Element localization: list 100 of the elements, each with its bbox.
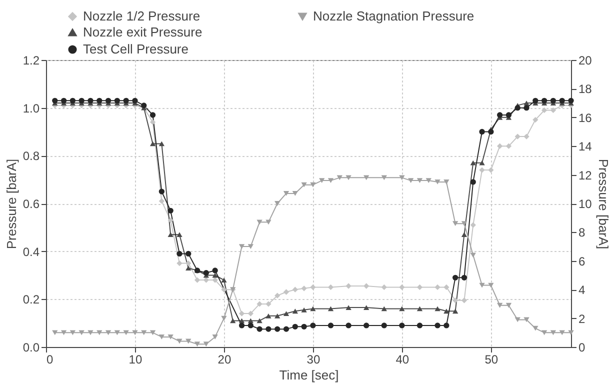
point xyxy=(310,182,316,188)
point xyxy=(452,298,458,304)
point xyxy=(328,306,334,312)
point xyxy=(444,180,450,184)
point xyxy=(399,175,405,180)
point xyxy=(541,107,548,114)
point xyxy=(550,330,556,336)
point xyxy=(256,326,262,332)
y2-tick-label: 0 xyxy=(578,340,586,354)
point xyxy=(283,311,290,316)
point xyxy=(176,338,182,344)
point xyxy=(238,322,245,328)
point xyxy=(105,98,112,104)
point xyxy=(274,292,280,298)
point xyxy=(506,112,512,118)
point xyxy=(488,282,494,288)
point xyxy=(292,324,298,330)
point xyxy=(266,301,272,307)
y-tick-label: 0.8 xyxy=(22,149,40,164)
point xyxy=(158,141,165,146)
legend-label: Nozzle 1/2 Pressure xyxy=(83,8,200,24)
point xyxy=(78,98,84,104)
point xyxy=(266,326,272,332)
legend-label: Nozzle exit Pressure xyxy=(83,24,202,40)
point xyxy=(238,318,245,324)
point xyxy=(434,284,440,290)
y-tick-label: 0.2 xyxy=(22,292,40,307)
point xyxy=(568,98,574,104)
point xyxy=(158,334,165,340)
point xyxy=(212,334,218,340)
point xyxy=(444,284,450,290)
point xyxy=(514,105,520,111)
point xyxy=(416,178,423,183)
y-tick-label: 0.4 xyxy=(22,244,40,259)
y-tick-label: 0.0 xyxy=(22,340,40,354)
y2-tick-label: 14 xyxy=(578,140,592,154)
point xyxy=(301,182,307,188)
point xyxy=(559,98,565,104)
point xyxy=(238,244,245,249)
point xyxy=(123,98,129,104)
point xyxy=(461,232,468,238)
point xyxy=(470,160,476,166)
x-axis-title: Time [sec] xyxy=(279,368,339,382)
y-axis-title: Pressure [barA] xyxy=(4,158,19,250)
point xyxy=(150,141,156,146)
y-tick-label: 0.6 xyxy=(22,197,40,211)
point xyxy=(150,112,156,118)
point xyxy=(70,330,76,336)
point xyxy=(96,330,102,336)
x-tick-label: 40 xyxy=(396,352,410,366)
point xyxy=(52,330,58,336)
point xyxy=(470,222,476,228)
point xyxy=(541,98,548,104)
point xyxy=(381,284,387,290)
point xyxy=(328,178,334,183)
point xyxy=(158,198,165,204)
point xyxy=(248,244,254,249)
x-tick-label: 0 xyxy=(46,352,54,366)
point xyxy=(248,318,254,324)
point xyxy=(123,330,129,336)
point xyxy=(221,286,227,292)
point xyxy=(96,98,102,104)
point xyxy=(381,175,387,180)
y2-tick-label: 12 xyxy=(578,168,592,182)
point xyxy=(496,112,503,118)
point xyxy=(70,98,76,104)
point xyxy=(274,326,280,332)
point xyxy=(256,301,262,307)
point xyxy=(221,278,227,282)
legend-label: Test Cell Pressure xyxy=(83,42,188,56)
x-tick-label: 10 xyxy=(128,352,142,366)
point xyxy=(292,308,298,314)
point xyxy=(514,317,520,322)
y2-tick-label: 8 xyxy=(578,226,586,240)
point xyxy=(310,306,316,312)
point xyxy=(168,334,174,340)
point xyxy=(434,180,440,184)
point xyxy=(114,330,120,336)
point xyxy=(168,208,174,214)
point xyxy=(194,342,200,347)
point xyxy=(532,116,538,123)
point xyxy=(248,322,254,328)
point xyxy=(114,98,120,104)
x-tick-label: 30 xyxy=(306,352,320,366)
point xyxy=(88,330,94,336)
point xyxy=(176,232,182,238)
point xyxy=(364,175,370,180)
point xyxy=(479,167,485,173)
point xyxy=(274,313,280,318)
point xyxy=(88,98,94,104)
point xyxy=(479,282,485,288)
point xyxy=(524,134,530,140)
point xyxy=(230,318,236,324)
point xyxy=(186,260,192,266)
point xyxy=(479,128,485,135)
point xyxy=(176,260,182,266)
point xyxy=(150,330,156,336)
point xyxy=(461,274,468,280)
point xyxy=(524,105,530,111)
point xyxy=(266,220,272,225)
